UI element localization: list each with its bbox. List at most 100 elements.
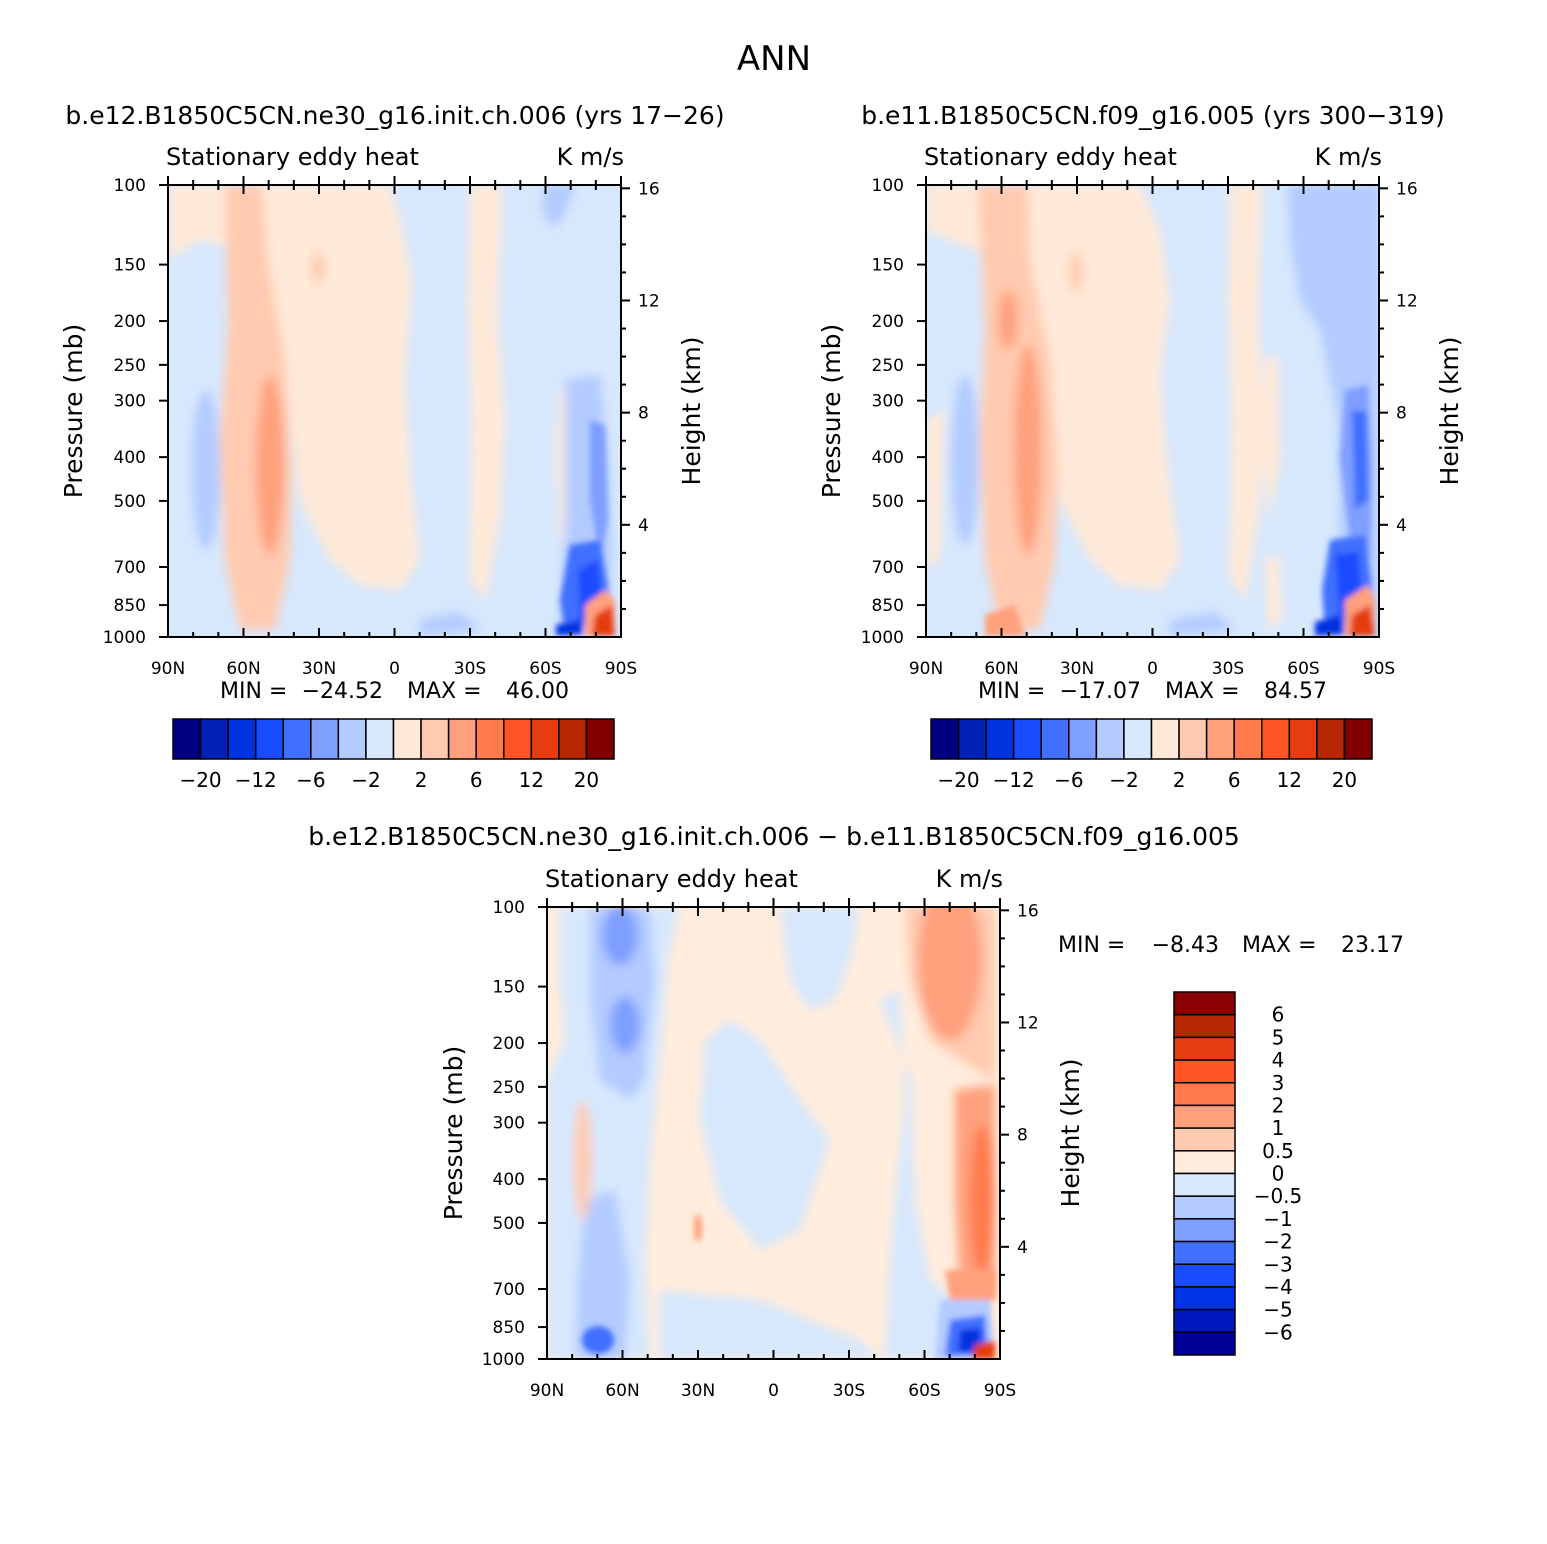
warm-region (468, 185, 505, 600)
colorbar-swatch (1173, 1013, 1236, 1039)
colorbar-label: 20 (1332, 768, 1357, 792)
y2-tick-label: 8 (1396, 404, 1407, 424)
y2-tick-label: 16 (1017, 901, 1039, 921)
y2-tick-label: 4 (1017, 1238, 1028, 1258)
colorbar-swatch (1261, 718, 1291, 760)
x-tick-label: 30S (454, 659, 486, 679)
cold-core (578, 560, 602, 625)
colorbar-swatch (1173, 1286, 1236, 1311)
x-tick-label: 30S (1212, 659, 1244, 679)
colorbar-label: −6 (296, 768, 325, 792)
y-tick-label: 250 (114, 356, 146, 376)
y-tick-label: 850 (114, 596, 146, 616)
warm-region (1262, 355, 1280, 520)
y2-tick-label: 16 (638, 179, 660, 199)
x-tick-label: 90S (605, 659, 637, 679)
colorbar-label: 6 (470, 768, 483, 792)
colorbar-label: −0.5 (1254, 1184, 1303, 1208)
max-value: 84.57 (1264, 679, 1327, 704)
colorbar-swatch (1173, 1036, 1236, 1061)
cold-region (880, 990, 960, 1359)
warm-region (311, 252, 325, 284)
warm-region (1069, 252, 1083, 292)
colorbar-swatch (475, 718, 505, 760)
y-tick-label: 1000 (482, 1350, 525, 1370)
colorbar-label: −2 (1263, 1230, 1292, 1254)
colorbar-label: 2 (1272, 1093, 1285, 1117)
cold-core (556, 620, 584, 636)
y-tick-label: 850 (872, 596, 904, 616)
min-value: −8.43 (1152, 933, 1219, 958)
y-axis-label: Pressure (mb) (59, 324, 88, 498)
y2-tick-label: 8 (1017, 1126, 1028, 1146)
colorbar-label: −20 (179, 768, 221, 792)
colorbar-swatch (1173, 1082, 1236, 1107)
colorbar-swatch (1068, 718, 1098, 760)
cold-region (575, 1190, 630, 1359)
colorbar-swatch (530, 718, 560, 760)
colorbar-label: 6 (1228, 768, 1241, 792)
x-tick-label: 90S (1363, 659, 1395, 679)
y-tick-label: 100 (872, 176, 904, 196)
colorbar-swatch (1205, 718, 1235, 760)
x-tick-label: 60N (605, 1381, 639, 1401)
colorbar-label: 20 (574, 768, 599, 792)
colorbar-swatch (420, 718, 450, 760)
cold-core (1352, 410, 1368, 510)
colorbar-swatch (1173, 1218, 1236, 1243)
y-tick-label: 200 (114, 312, 146, 332)
warm-core (985, 605, 1025, 636)
cold-region (700, 1020, 830, 1250)
warm-region (574, 1100, 592, 1220)
colorbar: −20 −12 −6 −2 2 6 12 20 (930, 718, 1373, 792)
colorbar-swatch (199, 718, 229, 760)
cold-region (1170, 612, 1235, 636)
min-label: MIN = (1058, 933, 1125, 958)
cold-region (420, 612, 482, 636)
max-value: 23.17 (1341, 933, 1404, 958)
y-tick-label: 400 (493, 1170, 525, 1190)
colorbar-swatch (172, 718, 202, 760)
colorbar-swatch (1233, 718, 1263, 760)
min-label: MIN = (978, 679, 1045, 704)
y-tick-label: 400 (114, 448, 146, 468)
cold-region (951, 375, 979, 545)
warm-region (1265, 555, 1282, 630)
colorbar-swatch (1123, 718, 1153, 760)
warm-core (256, 375, 284, 555)
y-tick-label: 850 (493, 1318, 525, 1338)
y-axis-label: Pressure (mb) (439, 1046, 468, 1220)
axes: 90N 60N 30N 0 30S 60S 90S 100 150 200 250 300 400 500… (482, 898, 1039, 1401)
warm-core (945, 1270, 995, 1300)
y-tick-label: 150 (493, 978, 525, 998)
colorbar-swatch (1173, 1195, 1236, 1220)
y-tick-label: 100 (114, 176, 146, 196)
colorbar-swatch (365, 718, 395, 760)
max-label: MAX = (1242, 933, 1317, 958)
y2-axis-label: Height (km) (677, 337, 706, 486)
colorbar-swatch (930, 718, 960, 760)
warm-core (1350, 605, 1375, 636)
x-tick-label: 90N (530, 1381, 564, 1401)
units-label: K m/s (936, 865, 1003, 893)
field-label: Stationary eddy heat (545, 865, 798, 893)
colorbar-swatch (1173, 1331, 1236, 1356)
y-tick-label: 300 (872, 392, 904, 412)
warm-core (918, 907, 982, 1040)
x-tick-label: 60S (1287, 659, 1319, 679)
y-tick-label: 500 (114, 492, 146, 512)
colorbar-label: −2 (1109, 768, 1138, 792)
x-tick-label: 30S (833, 1381, 865, 1401)
colorbar-label: 6 (1272, 1003, 1285, 1027)
colorbar-swatch (1343, 718, 1373, 760)
y2-axis-label: Height (km) (1435, 337, 1464, 486)
warm-core (592, 605, 615, 636)
units-label: K m/s (1315, 143, 1382, 171)
cold-core (610, 997, 640, 1053)
colorbar-swatch (503, 718, 533, 760)
x-tick-label: 30N (1060, 659, 1094, 679)
y2-tick-label: 4 (638, 516, 649, 536)
min-value: −24.52 (302, 679, 383, 704)
colorbar-swatch (558, 718, 588, 760)
y-tick-label: 1000 (103, 628, 146, 648)
